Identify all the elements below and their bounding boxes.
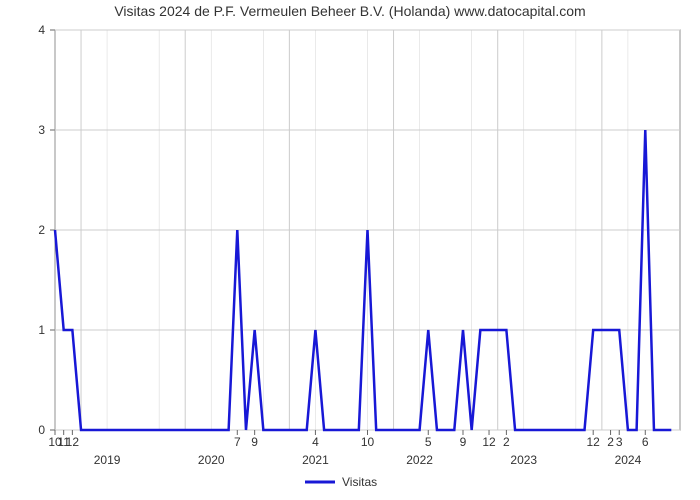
- x-tick-label: 9: [460, 435, 467, 449]
- y-tick-label: 0: [38, 423, 45, 437]
- x-year-label: 2022: [406, 453, 433, 467]
- x-year-label: 2024: [615, 453, 642, 467]
- y-tick-label: 1: [38, 323, 45, 337]
- x-tick-label: 3: [616, 435, 623, 449]
- chart-title: Visitas 2024 de P.F. Vermeulen Beheer B.…: [114, 3, 585, 19]
- y-tick-label: 3: [38, 123, 45, 137]
- x-tick-label: 4: [312, 435, 319, 449]
- x-tick-label: 2: [607, 435, 614, 449]
- x-tick-label: 10: [361, 435, 375, 449]
- x-tick-label: 12: [482, 435, 496, 449]
- y-tick-label: 2: [38, 223, 45, 237]
- x-tick-label: 12: [587, 435, 601, 449]
- x-year-label: 2021: [302, 453, 329, 467]
- x-year-label: 2019: [94, 453, 121, 467]
- chart-svg: Visitas 2024 de P.F. Vermeulen Beheer B.…: [0, 0, 700, 500]
- x-year-label: 2023: [510, 453, 537, 467]
- x-tick-label: 6: [642, 435, 649, 449]
- x-tick-label: 9: [251, 435, 258, 449]
- y-tick-label: 4: [38, 23, 45, 37]
- x-tick-label: 12: [66, 435, 80, 449]
- legend-label: Visitas: [342, 475, 377, 489]
- x-year-label: 2020: [198, 453, 225, 467]
- line-chart: Visitas 2024 de P.F. Vermeulen Beheer B.…: [0, 0, 700, 500]
- x-tick-label: 7: [234, 435, 241, 449]
- x-tick-label: 5: [425, 435, 432, 449]
- x-tick-label: 2: [503, 435, 510, 449]
